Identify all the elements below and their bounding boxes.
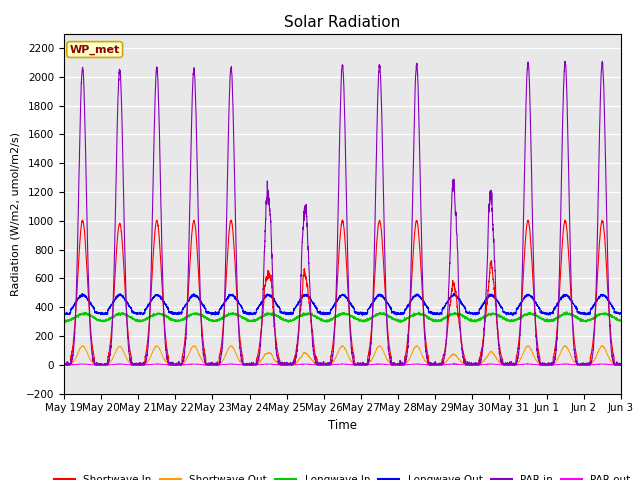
Shortwave In xyxy=(436,362,444,368)
Shortwave Out xyxy=(467,362,475,368)
Longwave Out xyxy=(509,312,516,318)
Longwave In xyxy=(616,318,624,324)
PAR in xyxy=(598,59,606,64)
PAR out xyxy=(322,362,330,368)
Shortwave Out xyxy=(436,362,444,368)
Shortwave In xyxy=(617,362,625,368)
PAR out xyxy=(161,361,168,367)
Shortwave Out xyxy=(161,356,168,362)
Longwave Out xyxy=(616,311,624,316)
PAR in xyxy=(467,362,475,368)
Longwave Out xyxy=(467,310,475,316)
Text: WP_met: WP_met xyxy=(70,44,120,55)
Shortwave Out xyxy=(561,343,569,348)
PAR in xyxy=(499,360,507,366)
Title: Solar Radiation: Solar Radiation xyxy=(284,15,401,30)
Longwave In xyxy=(60,318,68,324)
Shortwave In xyxy=(499,357,506,363)
Shortwave In xyxy=(60,362,68,368)
PAR out xyxy=(436,362,444,368)
Longwave In xyxy=(322,318,330,324)
Shortwave In xyxy=(524,217,532,223)
Longwave In xyxy=(436,318,444,324)
Longwave Out xyxy=(617,311,625,316)
X-axis label: Time: Time xyxy=(328,419,357,432)
Shortwave In xyxy=(160,316,168,322)
Longwave In xyxy=(563,309,570,314)
Longwave In xyxy=(160,312,168,318)
Line: PAR out: PAR out xyxy=(64,364,621,365)
PAR out xyxy=(499,362,507,368)
Line: Shortwave Out: Shortwave Out xyxy=(64,346,621,365)
Shortwave In xyxy=(616,362,624,368)
PAR in xyxy=(616,360,624,366)
Longwave Out xyxy=(436,311,444,316)
Longwave In xyxy=(467,318,475,324)
Longwave In xyxy=(617,318,625,324)
PAR in xyxy=(617,362,625,368)
PAR in xyxy=(436,361,444,367)
Longwave Out xyxy=(322,311,330,316)
Longwave Out xyxy=(450,291,458,297)
Y-axis label: Radiation (W/m2, umol/m2/s): Radiation (W/m2, umol/m2/s) xyxy=(10,132,20,296)
PAR in xyxy=(161,321,168,326)
PAR out xyxy=(468,362,476,368)
Shortwave Out xyxy=(616,362,624,368)
Longwave Out xyxy=(60,312,68,317)
Shortwave Out xyxy=(499,362,507,368)
Shortwave Out xyxy=(60,362,68,368)
Longwave In xyxy=(284,319,292,325)
Shortwave In xyxy=(322,362,330,368)
PAR in xyxy=(60,361,68,367)
PAR in xyxy=(322,362,330,368)
Shortwave Out xyxy=(617,362,625,368)
Longwave Out xyxy=(160,300,168,305)
Shortwave In xyxy=(467,362,475,368)
PAR out xyxy=(60,362,68,368)
Line: Longwave Out: Longwave Out xyxy=(64,294,621,315)
Shortwave Out xyxy=(322,362,330,368)
PAR out xyxy=(138,362,146,368)
Longwave In xyxy=(499,314,507,320)
PAR in xyxy=(60,362,68,368)
Line: PAR in: PAR in xyxy=(64,61,621,365)
Line: Longwave In: Longwave In xyxy=(64,312,621,322)
PAR out xyxy=(616,362,624,368)
Line: Shortwave In: Shortwave In xyxy=(64,220,621,365)
Legend: Shortwave In, Shortwave Out, Longwave In, Longwave Out, PAR in, PAR out: Shortwave In, Shortwave Out, Longwave In… xyxy=(50,471,635,480)
PAR out xyxy=(617,362,625,368)
Shortwave Out xyxy=(60,362,68,368)
Longwave Out xyxy=(499,309,507,314)
PAR out xyxy=(450,361,458,367)
